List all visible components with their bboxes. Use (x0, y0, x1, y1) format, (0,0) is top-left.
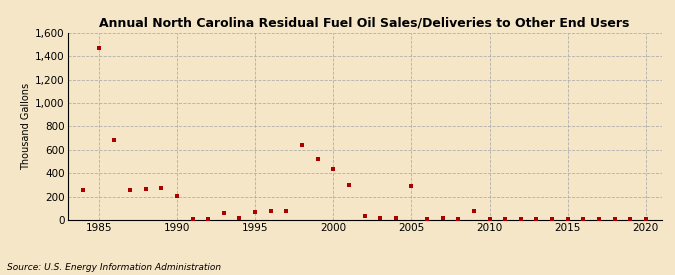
Point (516, 217, 526, 222)
Point (265, 208, 276, 213)
Point (250, 210, 261, 214)
Point (313, 156, 323, 161)
Point (171, 194, 182, 198)
Point (531, 217, 542, 222)
Point (219, 211, 230, 215)
Point (125, 188, 136, 192)
Point (593, 217, 604, 222)
Point (93, 46, 104, 50)
Point (578, 217, 589, 222)
Point (390, 216, 401, 221)
Point (281, 209, 292, 213)
Point (453, 217, 464, 221)
Point (562, 217, 573, 222)
Title: Annual North Carolina Residual Fuel Oil Sales/Deliveries to Other End Users: Annual North Carolina Residual Fuel Oil … (99, 16, 630, 29)
Point (500, 217, 510, 222)
Point (296, 143, 307, 147)
Y-axis label: Thousand Gallons: Thousand Gallons (21, 83, 31, 170)
Point (625, 217, 636, 222)
Point (234, 216, 245, 221)
Point (140, 186, 151, 191)
Point (344, 183, 354, 187)
Point (468, 208, 479, 213)
Point (437, 216, 448, 221)
Point (375, 215, 385, 220)
Point (202, 217, 213, 222)
Point (610, 217, 620, 222)
Point (641, 217, 651, 222)
Point (406, 184, 416, 188)
Point (547, 217, 558, 222)
Point (78, 188, 88, 192)
Point (187, 217, 198, 221)
Point (328, 166, 339, 171)
Point (109, 138, 119, 142)
Point (484, 217, 495, 222)
Text: Source: U.S. Energy Information Administration: Source: U.S. Energy Information Administ… (7, 263, 221, 272)
Point (156, 186, 167, 191)
Point (359, 214, 370, 219)
Point (422, 217, 433, 222)
